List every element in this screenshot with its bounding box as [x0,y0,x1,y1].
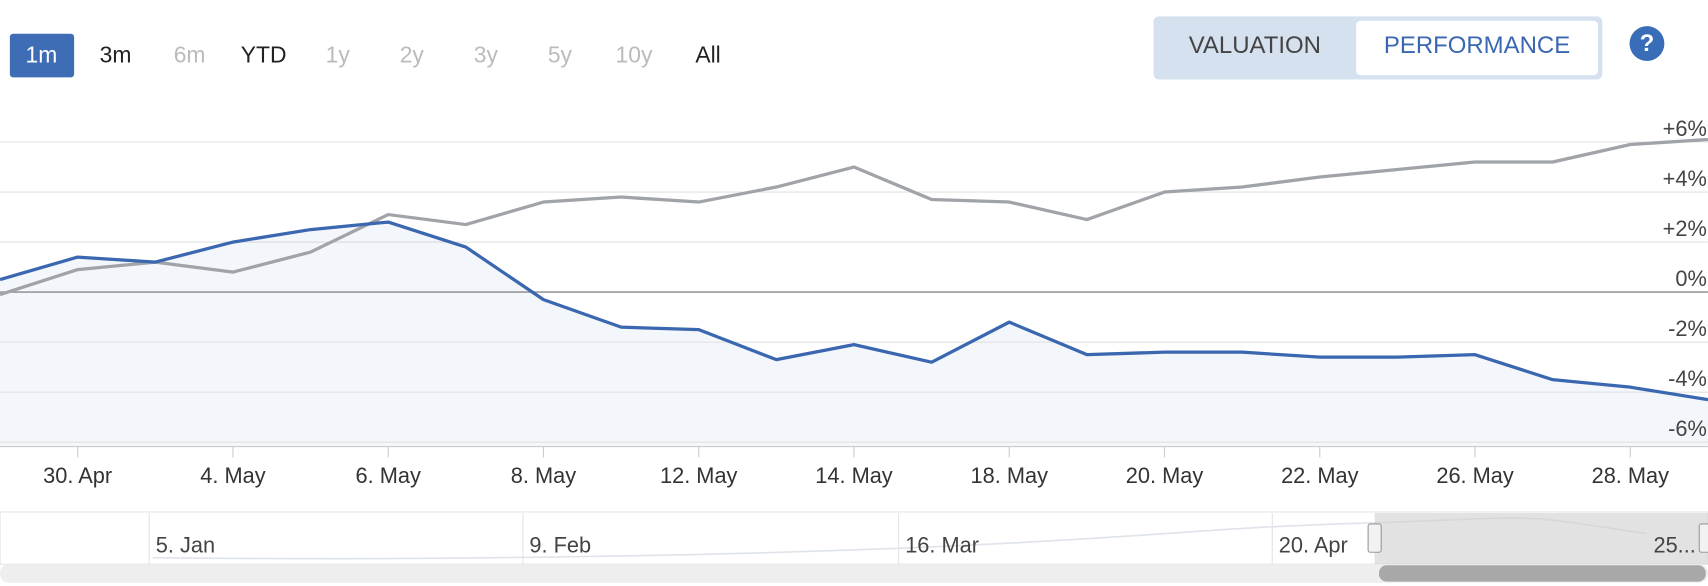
range-button: 1y [326,42,351,68]
range-button-bg[interactable] [9,33,75,78]
line [0,137,1708,297]
range-button[interactable]: 3m [100,42,132,68]
y-tick-label: +2% [1663,216,1707,241]
range-button: 3y [474,42,499,68]
x-tick-label: 8. May [511,463,576,488]
x-tick-label: 22. May [1281,463,1359,488]
y-tick-label: 0% [1675,266,1706,291]
x-tick-label: 30. Apr [43,463,112,488]
navigator-label: 9. Feb [529,533,591,558]
line [0,220,1708,402]
range-button: 6m [174,42,206,68]
area [0,222,1708,447]
navigator-label: 20. Apr [1279,533,1348,558]
range-button[interactable]: YTD [241,42,287,68]
tab-active-bg[interactable] [1356,20,1598,76]
navigator-selection[interactable] [1374,513,1708,565]
scrollbar-track [0,564,1708,583]
range-button[interactable]: 1m [26,42,58,68]
x-tick-label: 28. May [1592,463,1670,488]
x-tick-label: 12. May [660,463,738,488]
tab[interactable]: VALUATION [1189,32,1321,59]
y-tick-label: +6% [1663,116,1707,141]
x-tick-label: 26. May [1436,463,1514,488]
x-tick-label: 14. May [815,463,893,488]
x-tick-label: 18. May [971,463,1049,488]
scrollbar-thumb[interactable] [1379,565,1706,582]
help-label[interactable]: ? [1640,30,1655,57]
range-button: 2y [400,42,425,68]
y-tick-label: +4% [1663,166,1707,191]
navigator-label: 5. Jan [156,533,215,558]
x-tick-label: 4. May [200,463,265,488]
y-tick-label: -2% [1668,316,1707,341]
range-button: 5y [548,42,573,68]
x-tick-label: 6. May [356,463,421,488]
navigator-label: 25... [1653,533,1695,558]
navigator-label: 16. Mar [905,533,979,558]
range-button[interactable]: All [695,42,720,68]
y-tick-label: -4% [1668,366,1707,391]
tab[interactable]: PERFORMANCE [1384,32,1570,59]
navigator-handle[interactable] [1698,523,1708,553]
help-icon[interactable] [1629,26,1665,61]
navigator-handle[interactable] [1367,523,1382,553]
x-tick-label: 20. May [1126,463,1204,488]
y-tick-label: -6% [1668,416,1707,441]
range-button: 10y [616,42,653,68]
